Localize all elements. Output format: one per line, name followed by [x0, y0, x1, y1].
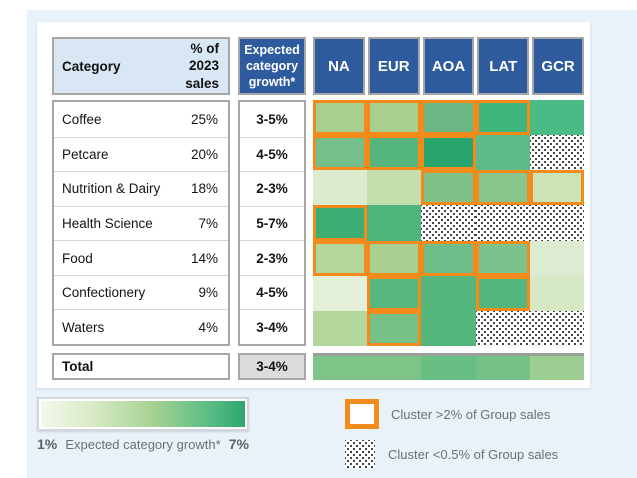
- table-row: Petcare 20%: [54, 136, 228, 172]
- gradient-max-label: 7%: [228, 436, 249, 452]
- heatmap-cell: [313, 170, 368, 206]
- category-name: Coffee: [62, 111, 102, 127]
- table-row: Food 14%: [54, 240, 228, 275]
- table-row: Coffee 25%: [54, 102, 228, 137]
- heatmap-total-segment: [529, 356, 585, 380]
- heatmap-cell: [475, 240, 530, 276]
- heatmap-grid: [313, 100, 584, 346]
- heatmap-cell: [313, 240, 368, 276]
- heatmap-cell: [421, 170, 476, 206]
- heatmap-cell: [421, 240, 476, 276]
- table-row: Nutrition & Dairy 18%: [54, 171, 228, 206]
- table-row: Confectionery 9%: [54, 274, 228, 310]
- growth-value: 4-5%: [240, 136, 304, 172]
- heatmap-total-segment: [367, 356, 422, 380]
- chart-card: Category % of 2023 sales Expected catego…: [37, 22, 590, 388]
- growth-value: 2-3%: [240, 240, 304, 275]
- category-sales-pct: 18%: [190, 181, 218, 197]
- table-row: Waters 4%: [54, 309, 228, 344]
- growth-value: 3-4%: [240, 309, 304, 344]
- heatmap-cell: [367, 310, 422, 346]
- heatmap-cell: [313, 310, 368, 346]
- heatmap-cell: [421, 100, 476, 136]
- growth-value: 2-3%: [240, 171, 304, 206]
- heatmap-cell: [367, 135, 422, 171]
- heatmap-cell: [367, 240, 422, 276]
- growth-table-body: 3-5% 4-5% 2-3% 5-7% 2-3% 4-5% 3-4%: [238, 100, 306, 346]
- heatmap-cell: [367, 170, 422, 206]
- heatmap-cell: [529, 240, 584, 276]
- category-table-body: Coffee 25% Petcare 20% Nutrition & Dairy 18% H…: [52, 100, 230, 346]
- total-row-label: Total: [52, 353, 230, 380]
- heatmap-total-bar: [313, 353, 585, 380]
- gradient-labels: 1% Expected category growth* 7%: [37, 436, 249, 452]
- total-growth-cell: 3-4%: [238, 353, 306, 380]
- heatmap-cell: [313, 205, 368, 241]
- region-header-cell: NA: [313, 37, 365, 95]
- heatmap-total-segment: [313, 356, 368, 380]
- heatmap-cell: [367, 275, 422, 311]
- category-name: Confectionery: [62, 285, 146, 301]
- heatmap-cell: [475, 100, 530, 136]
- heatmap-cell: [313, 135, 368, 171]
- region-header-cell: LAT: [477, 37, 530, 95]
- orange-border-swatch: [345, 399, 379, 429]
- heatmap-cell: [529, 310, 584, 346]
- legend-cluster-large: Cluster >2% of Group sales: [345, 399, 550, 429]
- heatmap-cell: [313, 275, 368, 311]
- legend-cluster-small: Cluster <0.5% of Group sales: [345, 440, 558, 468]
- growth-gradient-bar: [37, 397, 249, 431]
- region-header-row: NA EUR AOA LAT GCR: [313, 37, 584, 95]
- heatmap-cell: [529, 205, 584, 241]
- region-header-cell: EUR: [367, 37, 420, 95]
- heatmap-cell: [529, 135, 584, 171]
- category-header-label: Category: [62, 58, 121, 74]
- gradient-min-label: 1%: [37, 436, 58, 452]
- category-name: Nutrition & Dairy: [62, 181, 161, 197]
- growth-value: 5-7%: [240, 205, 304, 241]
- heatmap-cell: [475, 170, 530, 206]
- heatmap-cell: [475, 310, 530, 346]
- sales-header-label: % of 2023 sales: [185, 40, 219, 91]
- cluster-small-label: Cluster <0.5% of Group sales: [388, 446, 559, 462]
- region-header-cell: GCR: [532, 37, 584, 95]
- heatmap-cell: [475, 135, 530, 171]
- category-sales-pct: 25%: [190, 111, 218, 127]
- category-name: Petcare: [62, 146, 109, 162]
- category-sales-pct: 9%: [198, 285, 218, 301]
- heatmap-cell: [367, 100, 422, 136]
- category-name: Food: [62, 250, 93, 266]
- heatmap-cell: [421, 310, 476, 346]
- gradient-title: Expected category growth*: [65, 436, 221, 452]
- heatmap-cell: [529, 275, 584, 311]
- growth-value: 3-5%: [256, 111, 288, 127]
- table-row: Health Science 7%: [54, 205, 228, 241]
- category-sales-pct: 4%: [198, 319, 218, 335]
- category-sales-pct: 7%: [198, 215, 218, 231]
- growth-column-header: Expected category growth*: [238, 37, 306, 95]
- growth-value: 4-5%: [240, 274, 304, 310]
- heatmap-cell: [529, 170, 584, 206]
- heatmap-total-segment: [421, 356, 476, 380]
- heatmap-total-segment: [475, 356, 530, 380]
- heatmap-cell: [421, 205, 476, 241]
- cluster-large-label: Cluster >2% of Group sales: [391, 406, 551, 422]
- heatmap-cell: [313, 100, 368, 136]
- dotted-pattern-swatch: [345, 440, 375, 468]
- heatmap-cell: [367, 205, 422, 241]
- heatmap-cell: [421, 135, 476, 171]
- heatmap-cell: [475, 275, 530, 311]
- category-name: Health Science: [62, 215, 153, 231]
- category-sales-pct: 14%: [190, 250, 218, 266]
- category-sales-pct: 20%: [190, 146, 218, 162]
- category-column-header: Category % of 2023 sales: [52, 37, 230, 95]
- heatmap-cell: [475, 205, 530, 241]
- region-header-cell: AOA: [422, 37, 475, 95]
- heatmap-cell: [421, 275, 476, 311]
- heatmap-cell: [529, 100, 584, 136]
- category-name: Waters: [62, 319, 105, 335]
